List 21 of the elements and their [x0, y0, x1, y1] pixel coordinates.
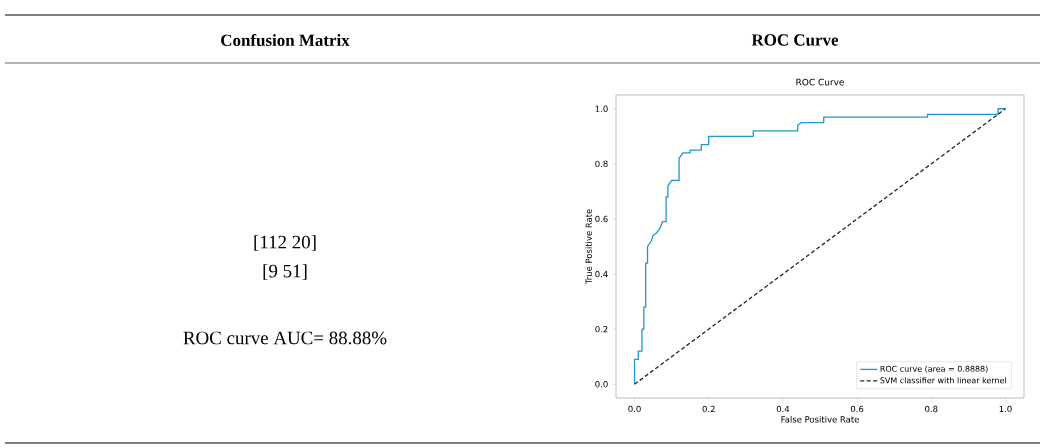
y-tick-label: 0.4 — [595, 270, 608, 278]
text: Confusion Matrix — [221, 33, 350, 47]
x-axis-title: False Positive Rate — [781, 416, 859, 423]
x-tick-label: 1.0 — [999, 405, 1012, 413]
y-tick-label: 0.2 — [595, 325, 608, 333]
text: ROC curve AUC= 88.88% — [183, 331, 387, 345]
x-tick-label: 0.4 — [776, 405, 790, 413]
text: [9 51] — [263, 264, 307, 280]
x-tick-label: 0.8 — [925, 405, 938, 413]
x-tick-label: 0.2 — [702, 405, 715, 413]
text: ROC Curve — [751, 34, 839, 46]
line-series — [633, 108, 1007, 385]
y-tick-label: 0.0 — [595, 381, 608, 388]
x-tick-label: 0.0 — [628, 405, 641, 413]
y-axis-title: True Positive Rate — [585, 209, 592, 285]
y-tick-label: 0.8 — [595, 160, 608, 168]
y-tick-label: 1.0 — [595, 105, 608, 112]
text: [112 20] — [254, 235, 316, 251]
y-tick-label: 0.6 — [595, 215, 608, 223]
x-tick-label: 0.6 — [850, 405, 864, 413]
chart-title: ROC Curve — [796, 78, 844, 86]
